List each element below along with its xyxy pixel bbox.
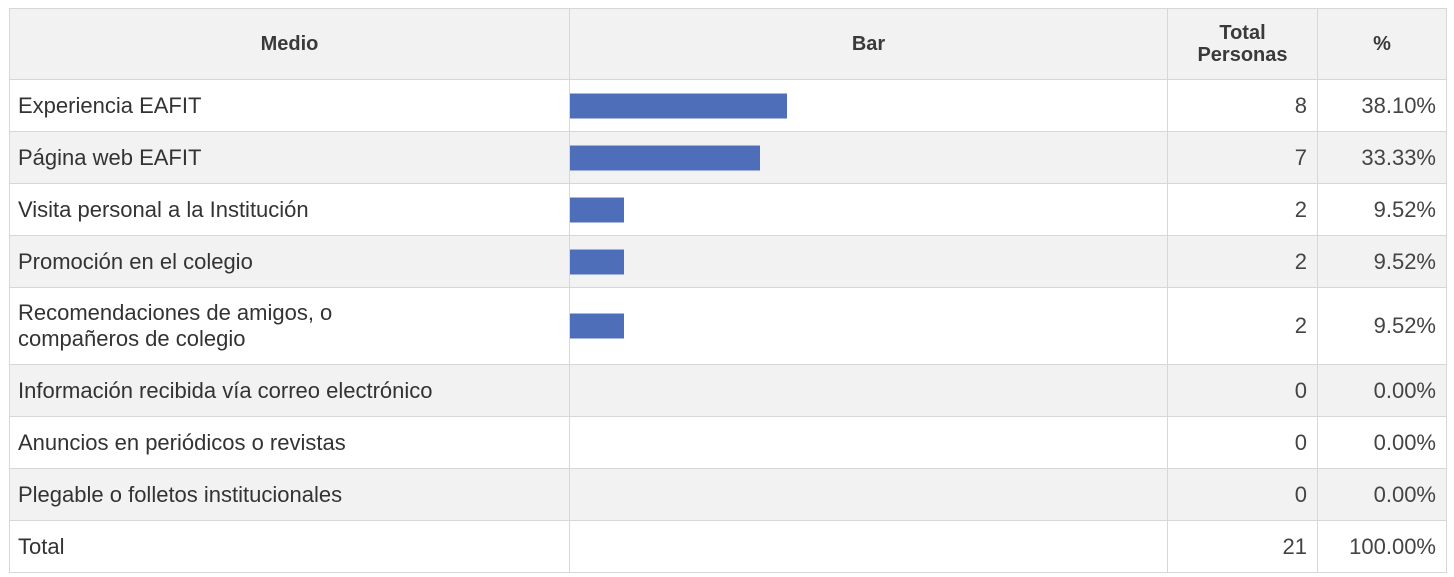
total-bar-cell xyxy=(569,520,1168,573)
total-label-cell: Total xyxy=(9,520,570,573)
bar-cell xyxy=(569,364,1168,417)
bar-cell xyxy=(569,416,1168,469)
header-percent: % xyxy=(1317,8,1447,80)
medio-cell: Recomendaciones de amigos, o compañeros d… xyxy=(9,287,570,365)
percent-cell: 0.00% xyxy=(1317,468,1447,521)
header-total-line2: Personas xyxy=(1197,44,1288,66)
table-row: Visita personal a la Institución 2 9.52% xyxy=(9,183,1447,236)
header-total-personas: Total Personas xyxy=(1167,8,1318,80)
total-sum-cell: 21 xyxy=(1167,520,1318,573)
table-row: Promoción en el colegio 2 9.52% xyxy=(9,235,1447,288)
medio-cell: Página web EAFIT xyxy=(9,131,570,184)
bar-cell xyxy=(569,287,1168,365)
header-row: Medio Bar Total Personas % xyxy=(9,8,1447,80)
bar-fill xyxy=(570,197,625,222)
bar-fill xyxy=(570,313,625,339)
total-row: Total 21 100.00% xyxy=(9,520,1447,573)
medio-line2: compañeros de colegio xyxy=(18,326,246,351)
header-total-line1: Total xyxy=(1219,22,1266,44)
bar-cell xyxy=(569,183,1168,236)
total-percent-cell: 100.00% xyxy=(1317,520,1447,573)
table-row: Anuncios en periódicos o revistas 0 0.00… xyxy=(9,416,1447,469)
medio-cell: Plegable o folletos institucionales xyxy=(9,468,570,521)
table-row: Experiencia EAFIT 8 38.10% xyxy=(9,79,1447,132)
percent-cell: 38.10% xyxy=(1317,79,1447,132)
total-cell: 2 xyxy=(1167,287,1318,365)
total-cell: 0 xyxy=(1167,416,1318,469)
medio-cell: Información recibida vía correo electrón… xyxy=(9,364,570,417)
total-cell: 7 xyxy=(1167,131,1318,184)
results-table: Medio Bar Total Personas % Experiencia EA… xyxy=(9,8,1447,573)
bar-cell xyxy=(569,468,1168,521)
percent-cell: 33.33% xyxy=(1317,131,1447,184)
percent-cell: 9.52% xyxy=(1317,235,1447,288)
medio-cell: Promoción en el colegio xyxy=(9,235,570,288)
percent-cell: 9.52% xyxy=(1317,183,1447,236)
bar-cell xyxy=(569,131,1168,184)
bar-fill xyxy=(570,145,760,170)
bar-cell xyxy=(569,235,1168,288)
total-cell: 2 xyxy=(1167,235,1318,288)
percent-cell: 0.00% xyxy=(1317,416,1447,469)
medio-cell: Visita personal a la Institución xyxy=(9,183,570,236)
total-cell: 2 xyxy=(1167,183,1318,236)
total-cell: 8 xyxy=(1167,79,1318,132)
table-row: Página web EAFIT 7 33.33% xyxy=(9,131,1447,184)
table-row: Plegable o folletos institucionales 0 0.… xyxy=(9,468,1447,521)
header-bar: Bar xyxy=(569,8,1168,80)
table-row: Información recibida vía correo electrón… xyxy=(9,364,1447,417)
total-cell: 0 xyxy=(1167,364,1318,417)
header-medio: Medio xyxy=(9,8,570,80)
medio-cell: Anuncios en periódicos o revistas xyxy=(9,416,570,469)
table-row: Recomendaciones de amigos, o compañeros d… xyxy=(9,287,1447,365)
bar-cell xyxy=(569,79,1168,132)
percent-cell: 9.52% xyxy=(1317,287,1447,365)
medio-line1: Recomendaciones de amigos, o xyxy=(18,300,333,325)
percent-cell: 0.00% xyxy=(1317,364,1447,417)
bar-fill xyxy=(570,93,788,118)
bar-fill xyxy=(570,249,625,274)
medio-cell: Experiencia EAFIT xyxy=(9,79,570,132)
total-cell: 0 xyxy=(1167,468,1318,521)
